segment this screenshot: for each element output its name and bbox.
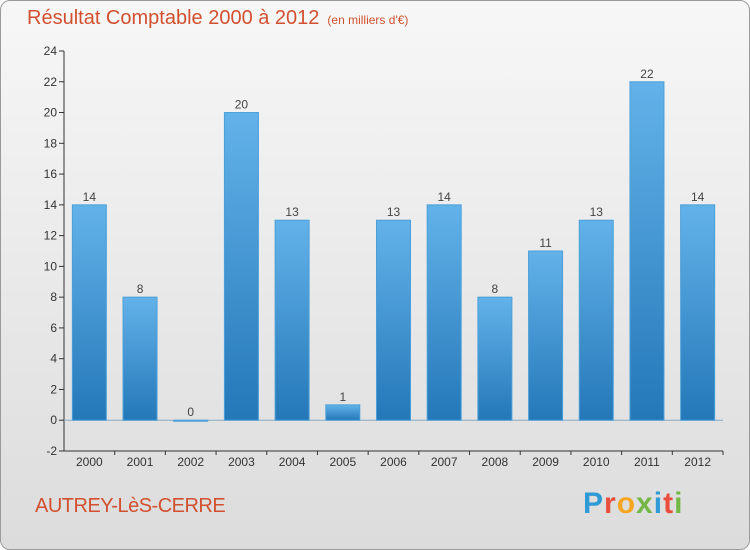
chart-subtitle: (en milliers d'€)	[327, 13, 409, 27]
bar-2012	[680, 204, 716, 421]
x-tick-label: 2000	[76, 455, 103, 469]
data-label-2007: 14	[438, 190, 452, 204]
y-tick-label: 4	[50, 352, 57, 366]
bar-2004	[274, 219, 310, 421]
data-label-2001: 8	[137, 282, 144, 296]
data-label-2000: 14	[83, 190, 97, 204]
logo-letter: r	[604, 487, 617, 520]
data-label-2004: 13	[285, 205, 299, 219]
y-tick-label: 12	[44, 229, 58, 243]
y-tick-label: 18	[44, 136, 58, 150]
logo-letter: t	[663, 487, 675, 520]
data-label-2012: 14	[691, 190, 705, 204]
data-label-2010: 13	[590, 205, 604, 219]
x-tick-label: 2006	[380, 455, 407, 469]
logo-letter: x	[636, 487, 654, 520]
chart-title: Résultat Comptable 2000 à 2012 (en millie…	[27, 7, 408, 30]
bar-2003	[223, 112, 259, 421]
x-tick-label: 2012	[684, 455, 711, 469]
x-tick-label: 2009	[532, 455, 559, 469]
logo-letter: P	[583, 487, 605, 520]
bar-2010	[578, 219, 614, 421]
x-tick-label: 2002	[177, 455, 204, 469]
logo-letter: i	[653, 487, 664, 520]
y-tick-label: 16	[44, 167, 58, 181]
x-tick-label: 2008	[482, 455, 509, 469]
bar-2008	[477, 296, 513, 421]
x-tick-label: 2007	[431, 455, 458, 469]
data-label-2006: 13	[387, 205, 401, 219]
y-tick-label: 0	[50, 413, 57, 427]
data-label-2011: 22	[640, 67, 654, 81]
x-tick-label: 2011	[634, 455, 660, 469]
y-tick-label: 8	[50, 290, 57, 304]
x-tick-label: 2001	[127, 455, 154, 469]
bar-2005	[325, 404, 361, 421]
bar-2000	[71, 204, 107, 421]
y-tick-label: 22	[44, 75, 58, 89]
bar-2007	[426, 204, 462, 421]
commune-name: AUTREY-LèS-CERRE	[35, 495, 226, 517]
y-tick-label: 20	[44, 106, 58, 120]
bar-2011	[629, 81, 665, 421]
data-label-2005: 1	[339, 390, 346, 404]
y-tick-label: 10	[44, 259, 58, 273]
logo-letter: i	[674, 487, 684, 520]
chart-title-text: Résultat Comptable 2000 à 2012	[27, 7, 320, 29]
bar-2002	[173, 419, 209, 422]
bar-2006	[376, 219, 411, 421]
y-tick-label: 6	[50, 321, 57, 335]
bar-2001	[122, 296, 158, 421]
y-tick-label: 2	[50, 382, 57, 396]
x-tick-label: 2005	[329, 455, 356, 469]
x-tick-label: 2004	[279, 455, 306, 469]
logo-letter: o	[616, 487, 637, 520]
data-label-2002: 0	[187, 405, 194, 419]
bar-2009	[528, 250, 564, 421]
y-tick-label: 24	[44, 44, 58, 58]
y-tick-label: -2	[46, 444, 57, 458]
y-tick-label: 14	[44, 198, 58, 212]
data-label-2009: 11	[539, 236, 552, 250]
x-tick-label: 2010	[583, 455, 610, 469]
proxiti-logo[interactable]: Proxiti	[583, 487, 683, 521]
data-label-2003: 20	[235, 98, 249, 112]
data-label-2008: 8	[492, 282, 499, 296]
x-tick-label: 2003	[228, 455, 255, 469]
